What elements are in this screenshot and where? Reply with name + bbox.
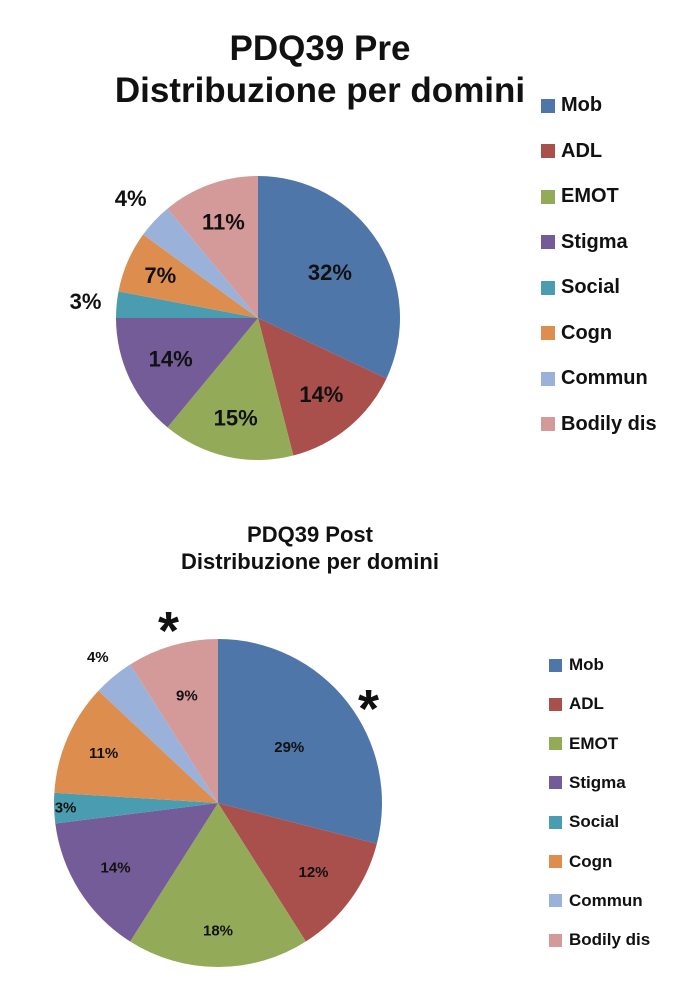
legend-item-emot: EMOT [549, 734, 618, 754]
legend-item-cogn: Cogn [541, 322, 612, 345]
data-label-cogn: 11% [89, 745, 118, 762]
data-label-bodily-dis: 11% [202, 209, 245, 234]
legend-label: Cogn [561, 321, 613, 344]
legend-swatch [549, 658, 562, 672]
pie-slice-commun [98, 664, 218, 803]
data-label-emot: 18% [203, 922, 233, 939]
legend-label: Mob [561, 94, 603, 116]
post-pie-slices [54, 639, 382, 967]
legend-label: Commun [561, 367, 648, 389]
pie-slice-social [116, 291, 258, 318]
legend-swatch [541, 326, 555, 340]
legend-swatch [549, 697, 562, 711]
legend-swatch [549, 776, 562, 790]
pie-slice-commun [143, 208, 258, 318]
data-label-mob: 32% [308, 260, 352, 285]
legend-item-adl: ADL [541, 140, 602, 163]
data-label-emot: 15% [214, 405, 258, 430]
legend-label: Social [561, 276, 620, 298]
pie-slice-adl [218, 803, 377, 942]
legend-item-cogn: Cogn [549, 852, 612, 872]
legend-swatch [549, 933, 562, 947]
legend-swatch [541, 98, 555, 113]
significance-asterisk-mob: * [358, 679, 380, 739]
legend-swatch [549, 815, 562, 829]
legend-item-social: Social [541, 276, 620, 299]
data-label-adl: 14% [299, 382, 343, 407]
pie-slice-emot [167, 318, 294, 460]
pie-slice-stigma [55, 803, 219, 942]
legend-item-stigma: Stigma [549, 773, 626, 793]
legend-item-bodily-dis: Bodily dis [541, 413, 657, 436]
legend-label: ADL [561, 139, 603, 162]
pre-chart-title: PDQ39 Pre Distribuzione per domini [110, 28, 530, 112]
data-label-social: 3% [70, 289, 102, 314]
legend-label: Mob [569, 655, 604, 674]
data-label-bodily-dis: 9% [176, 687, 198, 704]
legend-label: Social [569, 812, 620, 832]
legend-item-commun: Commun [549, 891, 643, 911]
data-label-cogn: 7% [144, 263, 176, 288]
legend-item-commun: Commun [541, 367, 648, 390]
data-label-mob: 29% [274, 739, 304, 756]
post-chart-title-line1: PDQ39 Post [247, 522, 373, 547]
data-label-commun: 4% [115, 186, 147, 211]
legend-item-adl: ADL [549, 694, 604, 714]
legend-item-social: Social [549, 812, 619, 832]
legend-label: ADL [569, 694, 604, 714]
post-chart-title: PDQ39 Post Distribuzione per domini [160, 521, 460, 575]
legend-label: Commun [569, 890, 643, 910]
pre-chart-title-line1: PDQ39 Pre [229, 29, 411, 68]
pie-slice-emot [130, 803, 306, 967]
data-label-social: 3% [55, 799, 77, 816]
legend-label: EMOT [569, 733, 619, 753]
data-label-commun: 4% [87, 649, 109, 666]
pie-slice-cogn [54, 690, 219, 803]
data-label-adl: 12% [299, 864, 329, 881]
legend-label: Stigma [569, 772, 626, 792]
legend-swatch [541, 144, 555, 158]
legend-label: EMOT [561, 185, 619, 207]
pie-slice-bodily-dis [167, 176, 258, 318]
legend-label: Bodily dis [561, 412, 657, 435]
pie-slice-adl [258, 318, 387, 456]
legend-label: Cogn [569, 851, 613, 871]
data-label-stigma: 14% [149, 347, 193, 372]
significance-asterisk-bodily-dis: * [158, 601, 180, 661]
legend-swatch [541, 189, 555, 204]
legend-label: Stigma [561, 230, 628, 253]
legend-swatch [549, 855, 562, 868]
legend-swatch [541, 280, 555, 295]
legend-swatch [541, 371, 555, 386]
legend-swatch [549, 894, 562, 908]
legend-item-emot: EMOT [541, 185, 619, 208]
legend-item-stigma: Stigma [541, 231, 628, 254]
legend-item-mob: Mob [549, 655, 604, 675]
post-chart-title-line2: Distribuzione per domini [181, 549, 439, 574]
legend-item-bodily-dis: Bodily dis [549, 930, 650, 950]
pie-slice-cogn [118, 234, 258, 318]
legend-item-mob: Mob [541, 94, 602, 117]
legend-label: Bodily dis [569, 930, 651, 950]
pie-slice-bodily-dis [130, 639, 218, 803]
data-label-stigma: 14% [101, 860, 131, 877]
legend-swatch [541, 417, 555, 431]
legend-swatch [549, 737, 562, 751]
pre-pie-slices [116, 176, 400, 460]
pie-slice-stigma [116, 318, 258, 428]
pie-slice-mob [258, 176, 400, 379]
pre-chart-title-line2: Distribuzione per domini [114, 71, 526, 110]
legend-swatch [541, 235, 555, 249]
pie-slice-mob [218, 639, 382, 844]
pie-slice-social [54, 792, 218, 824]
